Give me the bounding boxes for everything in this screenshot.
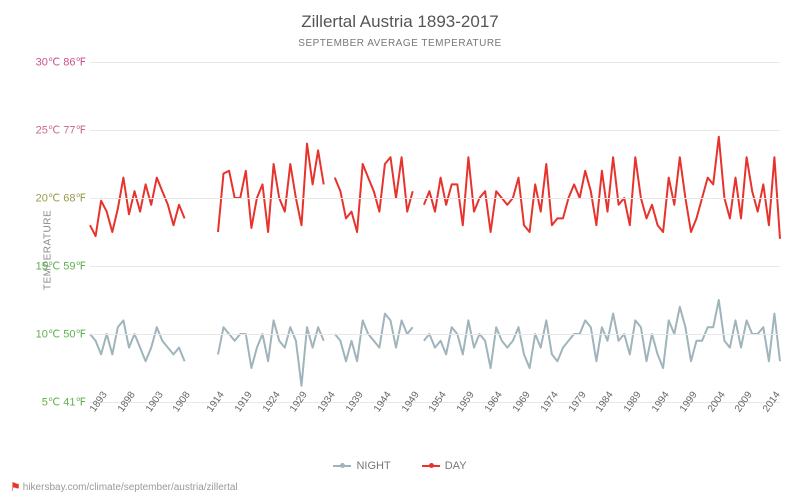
legend: NIGHT DAY — [0, 458, 800, 472]
y-tick-label: 5℃ 41℉ — [42, 396, 86, 409]
gridline — [90, 334, 780, 335]
series-day-line — [90, 178, 185, 237]
legend-label-night: NIGHT — [356, 460, 390, 472]
footer-url: hikersbay.com/climate/september/austria/… — [23, 482, 238, 493]
y-axis-label: TEMPERATURE — [43, 210, 54, 290]
chart-container: Zillertal Austria 1893-2017 SEPTEMBER AV… — [0, 0, 800, 500]
series-day-line — [424, 137, 780, 239]
legend-marker-night — [333, 465, 351, 467]
y-tick-label: 15℃ 59℉ — [36, 260, 86, 273]
legend-item-night: NIGHT — [333, 460, 390, 472]
gridline — [90, 198, 780, 199]
chart-svg — [90, 62, 780, 402]
footer: ⚑ hikersbay.com/climate/september/austri… — [10, 480, 238, 494]
gridline — [90, 62, 780, 63]
location-pin-icon: ⚑ — [10, 480, 21, 494]
series-day-line — [218, 144, 324, 232]
y-tick-label: 20℃ 68℉ — [36, 192, 86, 205]
gridline — [90, 130, 780, 131]
legend-item-day: DAY — [422, 460, 467, 472]
series-night-line — [218, 320, 324, 385]
series-night-line — [335, 314, 413, 362]
chart-title: Zillertal Austria 1893-2017 — [0, 12, 800, 32]
y-tick-label: 25℃ 77℉ — [36, 124, 86, 137]
gridline — [90, 266, 780, 267]
series-night-line — [90, 320, 185, 361]
legend-marker-day — [422, 465, 440, 467]
plot-area — [90, 62, 780, 402]
y-tick-label: 30℃ 86℉ — [36, 56, 86, 69]
y-tick-label: 10℃ 50℉ — [36, 328, 86, 341]
chart-subtitle: SEPTEMBER AVERAGE TEMPERATURE — [0, 38, 800, 49]
legend-label-day: DAY — [445, 460, 467, 472]
series-day-line — [335, 157, 413, 232]
